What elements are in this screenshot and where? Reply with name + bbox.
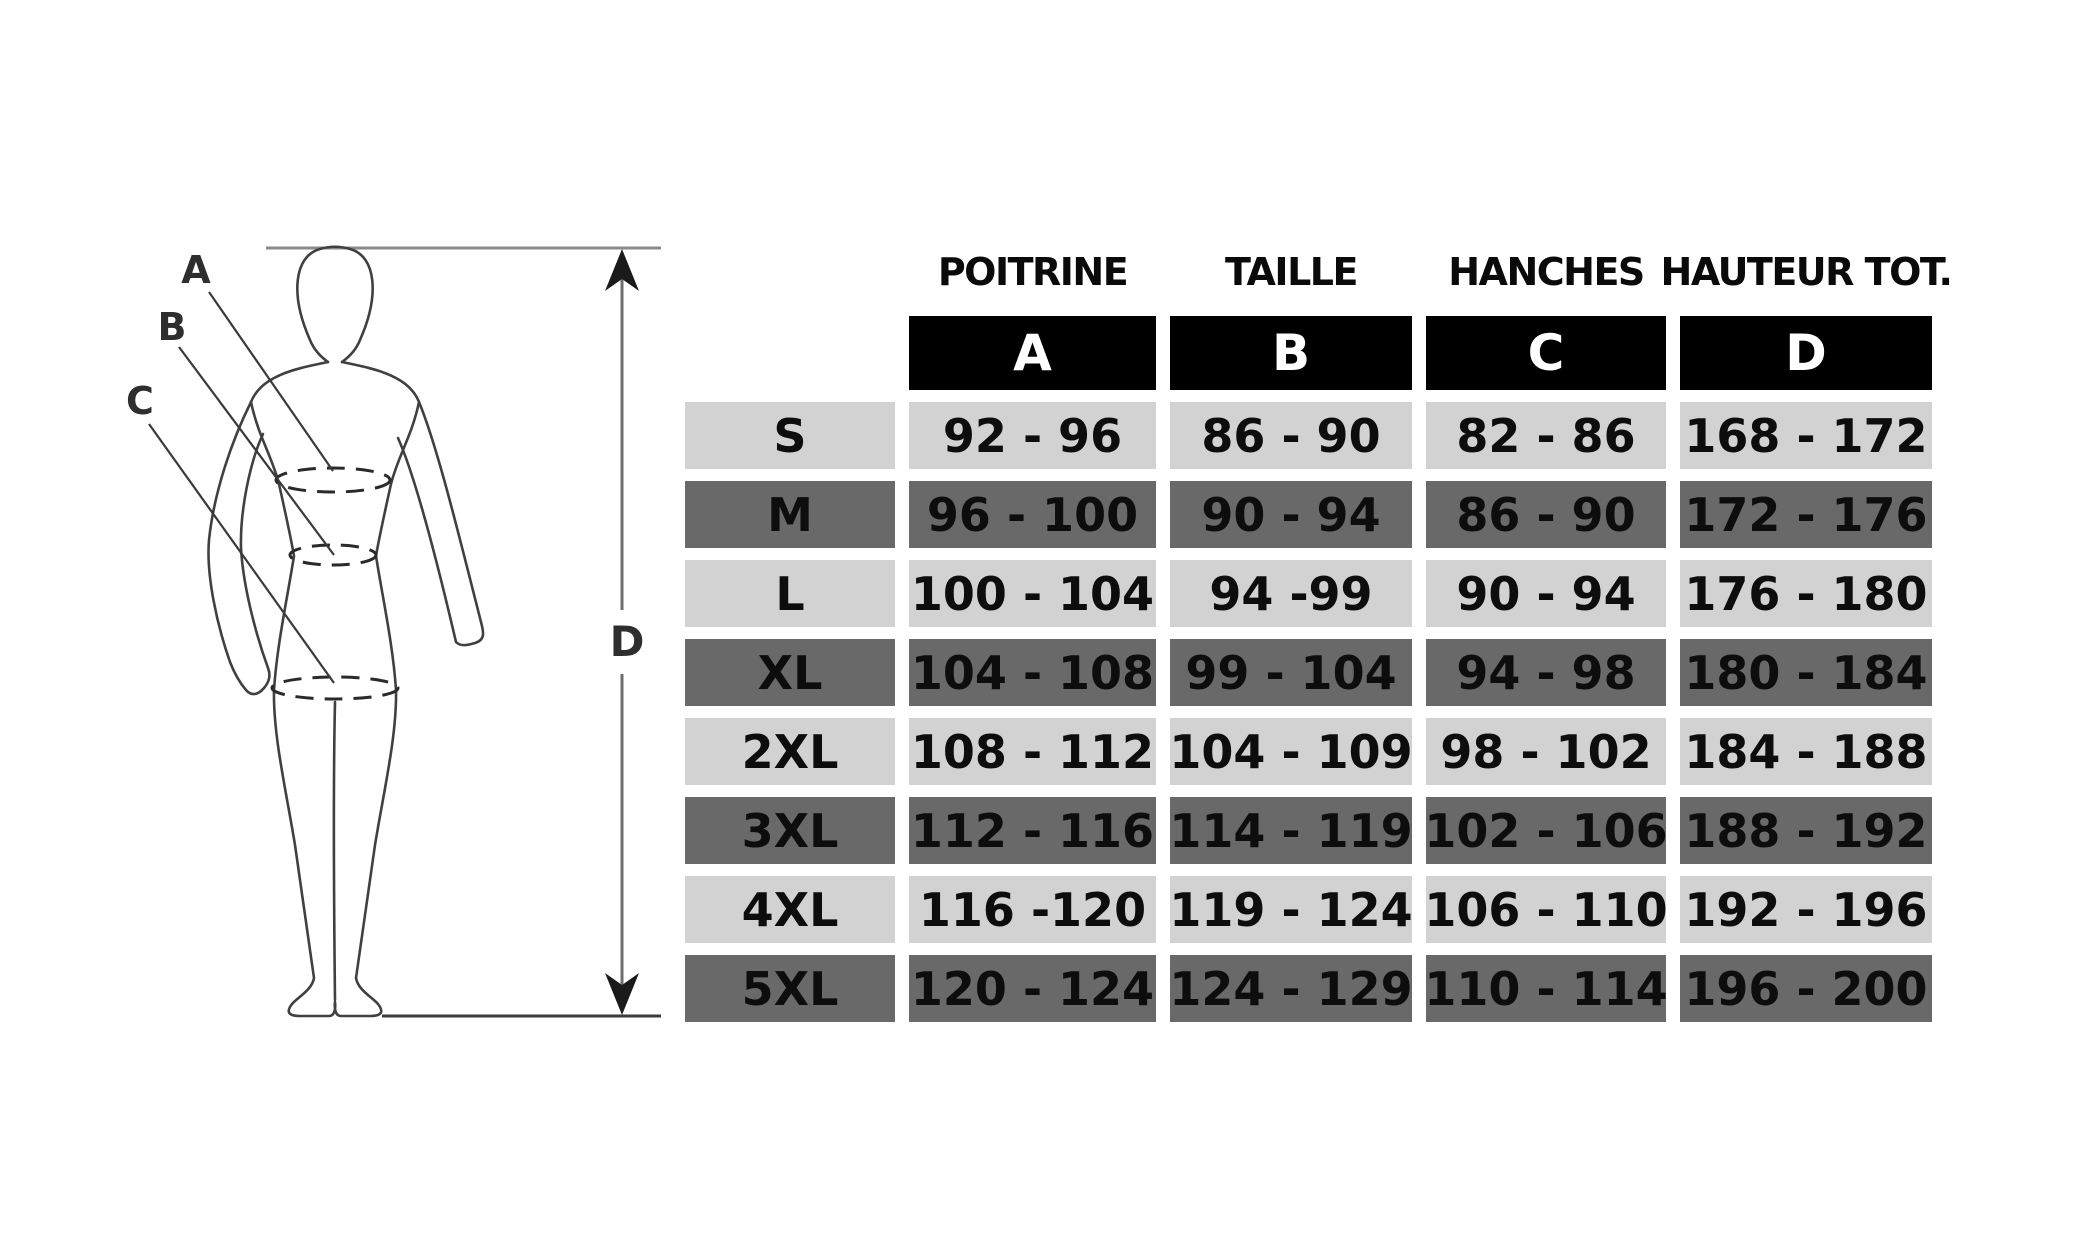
size-cell: 2XL: [685, 718, 895, 785]
value-cell: 180 - 184: [1680, 639, 1932, 706]
hips-measure-ellipse: [270, 675, 400, 701]
size-cell: 4XL: [685, 876, 895, 943]
size-cell: XL: [685, 639, 895, 706]
mannequin-left-arm: [207, 400, 271, 696]
value-cell: 176 - 180: [1680, 560, 1932, 627]
value-cell: 196 - 200: [1680, 955, 1932, 1022]
size-cell: 5XL: [685, 955, 895, 1022]
mannequin-body: [249, 360, 421, 1018]
value-cell: 98 - 102: [1426, 718, 1666, 785]
value-cell: 188 - 192: [1680, 797, 1932, 864]
chest-leader-line: [208, 291, 334, 472]
value-cell: 86 - 90: [1426, 481, 1666, 548]
waist-label: B: [158, 305, 187, 349]
letter-header-a: A: [909, 316, 1156, 390]
mannequin-head: [296, 245, 374, 364]
value-cell: 104 - 108: [909, 639, 1156, 706]
value-cell: 99 - 104: [1170, 639, 1412, 706]
column-header-hanches: HANCHES: [1448, 250, 1645, 294]
value-cell: 94 -99: [1170, 560, 1412, 627]
chest-label: A: [181, 248, 211, 292]
value-cell: 90 - 94: [1426, 560, 1666, 627]
table-corner-spacer: [685, 316, 895, 390]
letter-header-d: D: [1680, 316, 1932, 390]
size-cell: M: [685, 481, 895, 548]
arrow-down-icon: [605, 973, 639, 1015]
letter-header-b: B: [1170, 316, 1412, 390]
value-cell: 172 - 176: [1680, 481, 1932, 548]
letter-header-c: C: [1426, 316, 1666, 390]
size-cell: L: [685, 560, 895, 627]
value-cell: 94 - 98: [1426, 639, 1666, 706]
mannequin-measurement-diagram: A B C D: [126, 245, 661, 1018]
waist-leader-line: [178, 346, 335, 556]
value-cell: 120 - 124: [909, 955, 1156, 1022]
value-cell: 96 - 100: [909, 481, 1156, 548]
value-cell: 106 - 110: [1424, 876, 1668, 943]
chest-measure-ellipse: [274, 466, 392, 494]
table-corner-spacer: [685, 240, 895, 304]
value-cell: 86 - 90: [1170, 402, 1412, 469]
column-header-hauteur: HAUTEUR TOT.: [1660, 250, 1953, 294]
waist-measure-ellipse: [288, 543, 378, 567]
size-cell: 3XL: [685, 797, 895, 864]
column-header-taille: TAILLE: [1225, 250, 1358, 294]
value-cell: 192 - 196: [1680, 876, 1932, 943]
value-cell: 90 - 94: [1170, 481, 1412, 548]
value-cell: 108 - 112: [909, 718, 1156, 785]
value-cell: 102 - 106: [1424, 797, 1668, 864]
value-cell: 119 - 124: [1169, 876, 1413, 943]
mannequin-right-arm: [396, 400, 485, 647]
value-cell: 92 - 96: [909, 402, 1156, 469]
value-cell: 184 - 188: [1680, 718, 1932, 785]
mannequin-leg-split: [332, 700, 337, 1002]
value-cell: 168 - 172: [1680, 402, 1932, 469]
value-cell: 110 - 114: [1424, 955, 1668, 1022]
size-cell: S: [685, 402, 895, 469]
total-height-label: D: [610, 617, 645, 666]
value-cell: 114 - 119: [1169, 797, 1413, 864]
value-cell: 100 - 104: [909, 560, 1156, 627]
value-cell: 104 - 109: [1169, 718, 1413, 785]
hips-label: C: [126, 379, 154, 423]
value-cell: 124 - 129: [1169, 955, 1413, 1022]
size-table: POITRINE TAILLE HANCHES HAUTEUR TOT. A B…: [685, 240, 1953, 1022]
column-header-poitrine: POITRINE: [937, 250, 1129, 294]
value-cell: 82 - 86: [1426, 402, 1666, 469]
hips-leader-line: [148, 423, 335, 684]
value-cell: 116 -120: [909, 876, 1156, 943]
value-cell: 112 - 116: [909, 797, 1156, 864]
arrow-up-icon: [605, 249, 639, 291]
